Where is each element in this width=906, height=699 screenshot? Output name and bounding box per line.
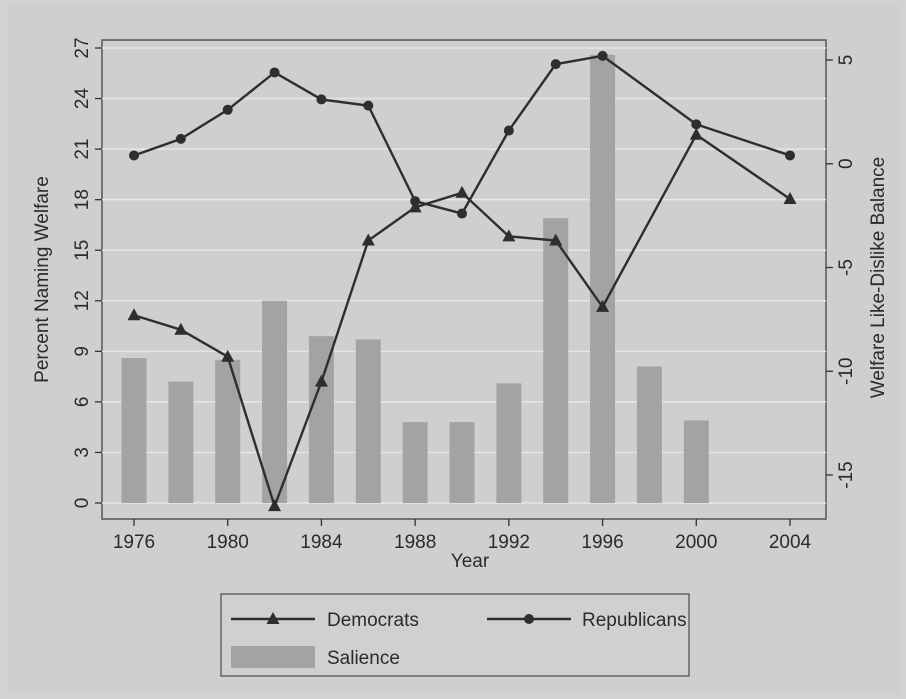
y-right-tick-label: -5 <box>836 259 857 276</box>
republicans-point <box>457 208 467 219</box>
x-tick-label: 1976 <box>113 532 155 553</box>
republicans-point <box>269 67 280 78</box>
y-right-tick-label: -15 <box>836 461 857 488</box>
x-tick-label: 2004 <box>769 532 812 553</box>
y-right-tick-label: 0 <box>836 158 857 169</box>
legend-republicans-label: Republicans <box>582 610 687 631</box>
salience-bar <box>543 218 569 503</box>
democrats-point <box>127 308 141 321</box>
salience-bar <box>590 54 616 503</box>
democrats-point <box>689 127 703 140</box>
legend-democrats-marker <box>266 612 280 624</box>
democrats-point <box>361 233 375 246</box>
democrats-point <box>221 349 235 362</box>
y-left-tick-label: 24 <box>72 88 93 110</box>
y-left-tick-label: 3 <box>72 447 93 458</box>
republicans-point <box>691 119 702 130</box>
republicans-point <box>316 94 327 105</box>
y-left-tick-label: 12 <box>72 290 93 311</box>
y-left-tick-label: 0 <box>72 498 93 509</box>
republicans-point <box>597 50 608 61</box>
y-right-axis-title: Welfare Like-Dislike Balance <box>868 157 889 398</box>
chart: 0 3 6 9 12 15 18 21 24 27 -15 -10 -5 0 5 1976 1980 1984 19… <box>32 37 889 677</box>
republicans-point <box>129 150 139 161</box>
salience-bar <box>449 422 475 503</box>
salience-bar <box>636 366 662 503</box>
republicans-point <box>785 150 795 161</box>
democrats-point <box>408 200 422 213</box>
republicans-point <box>222 104 233 115</box>
y-left-tick-label: 21 <box>72 139 93 160</box>
salience-bar <box>355 339 381 503</box>
republicans-point <box>550 59 561 70</box>
democrats-point <box>502 229 516 242</box>
y-right-tick-label: -10 <box>836 358 857 385</box>
x-axis-title: Year <box>451 551 490 572</box>
salience-bar <box>168 381 194 503</box>
salience-bar <box>496 383 522 503</box>
salience-bar <box>683 420 709 503</box>
republicans-point <box>175 133 186 144</box>
democrats-point <box>783 192 797 205</box>
x-tick-label: 2000 <box>675 532 717 553</box>
democrats-point <box>455 185 469 198</box>
legend-democrats-label: Democrats <box>327 610 419 631</box>
republicans-point <box>503 125 514 136</box>
y-right-tick-label: 5 <box>836 55 857 66</box>
democrats-point <box>549 233 563 246</box>
y-left-tick-label: 27 <box>72 37 93 58</box>
x-tick-label: 1988 <box>394 532 436 553</box>
y-left-tick-label: 6 <box>72 397 93 408</box>
salience-bar <box>308 336 334 503</box>
y-left-tick-label: 15 <box>72 240 93 261</box>
democrats-point <box>268 499 282 512</box>
salience-bar <box>121 358 147 503</box>
salience-bar <box>402 422 428 503</box>
legend-salience-label: Salience <box>327 648 400 669</box>
democrats-point <box>596 299 610 312</box>
x-tick-label: 1996 <box>581 532 623 553</box>
legend-salience-swatch <box>231 646 315 668</box>
x-tick-label: 1984 <box>300 532 343 553</box>
chart-frame: 0 3 6 9 12 15 18 21 24 27 -15 -10 -5 0 5 1976 1980 1984 19… <box>8 6 900 694</box>
salience-bar <box>262 300 288 503</box>
democrats-point <box>314 374 328 387</box>
legend-republicans-marker <box>524 614 534 624</box>
y-left-tick-label: 9 <box>72 346 93 357</box>
y-left-tick-label: 18 <box>72 189 93 210</box>
republicans-point <box>363 100 374 111</box>
x-tick-label: 1992 <box>488 532 530 553</box>
x-tick-label: 1980 <box>207 532 249 553</box>
democrats-point <box>174 322 188 335</box>
y-left-axis-title: Percent Naming Welfare <box>32 176 53 383</box>
